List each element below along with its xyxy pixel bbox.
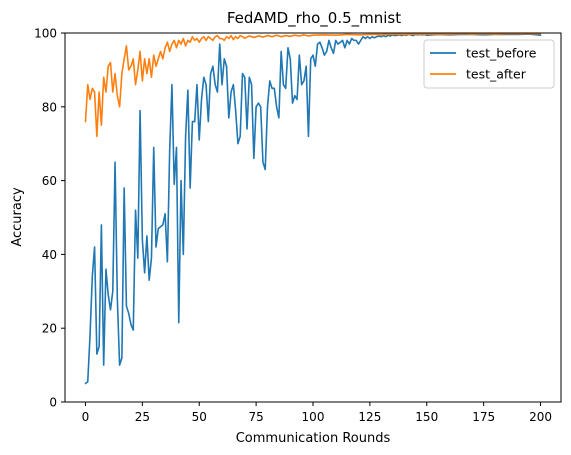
legend-box <box>423 39 555 89</box>
x-tick-label: 150 <box>415 410 438 424</box>
y-axis-label: Accuracy <box>10 187 25 247</box>
y-tick-label: 0 <box>49 396 57 410</box>
y-tick-label: 20 <box>42 322 57 336</box>
chart-title: FedAMD_rho_0.5_mnist <box>227 9 401 28</box>
x-tick-label: 100 <box>302 410 325 424</box>
series-layer <box>84 32 542 385</box>
y-tick-label: 60 <box>42 174 57 188</box>
series-line-test-after <box>84 32 542 138</box>
x-tick-label: 75 <box>248 410 263 424</box>
x-tick-label: 125 <box>358 410 381 424</box>
y-tick-label: 40 <box>42 248 57 262</box>
legend-label-test-after: test_after <box>466 67 527 82</box>
x-axis-ticks: 0 25 50 75 100 125 150 175 200 <box>82 402 552 424</box>
y-tick-label: 80 <box>42 100 57 114</box>
x-tick-label: 50 <box>192 410 207 424</box>
legend-label-test-before: test_before <box>466 46 537 61</box>
legend: test_before test_after <box>423 39 555 89</box>
x-tick-label: 0 <box>82 410 90 424</box>
y-tick-label: 100 <box>34 27 57 41</box>
x-tick-label: 25 <box>135 410 150 424</box>
x-tick-label: 175 <box>472 410 495 424</box>
y-axis-ticks: 0 20 40 60 80 100 <box>34 27 65 410</box>
x-tick-label: 200 <box>529 410 552 424</box>
x-axis-label: Communication Rounds <box>236 431 391 446</box>
series-line-test-before <box>84 33 542 385</box>
